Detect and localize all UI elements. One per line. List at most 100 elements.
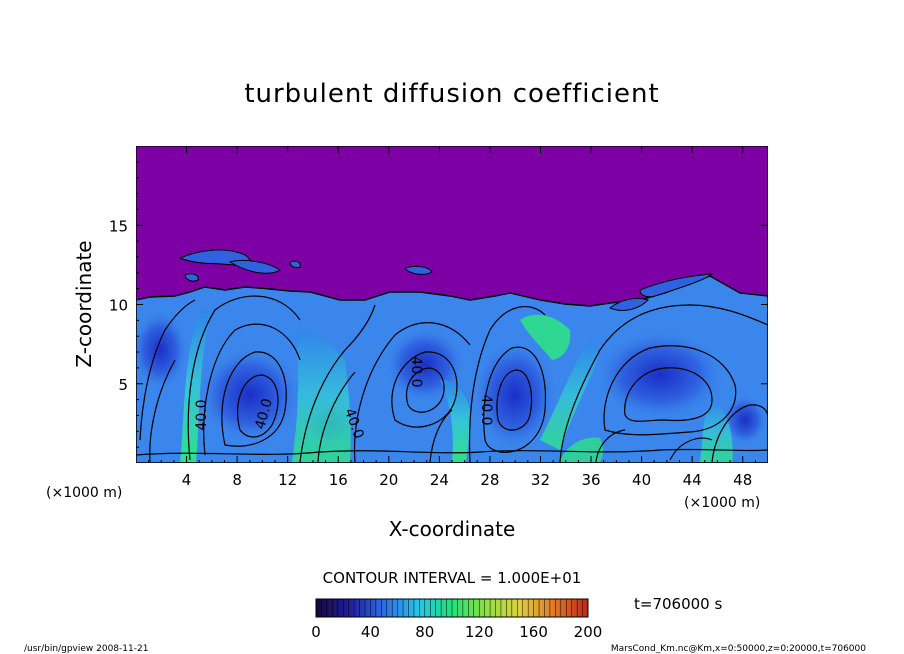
colorbar-cell	[343, 599, 347, 617]
colorbar-tick-label: 40	[361, 623, 380, 641]
colorbar-cell	[465, 599, 469, 617]
colorbar-cell	[563, 599, 567, 617]
colorbar-tick-label: 120	[465, 623, 494, 641]
colorbar-cell	[419, 599, 423, 617]
colorbar-cell	[329, 599, 333, 617]
colorbar-cell	[405, 599, 409, 617]
colorbar-cell	[495, 599, 499, 617]
colorbar-cell	[375, 599, 379, 617]
colorbar-cell	[422, 599, 426, 617]
x-tick-label: 32	[531, 471, 550, 489]
colorbar-cell	[362, 599, 366, 617]
colorbar-cell	[411, 599, 415, 617]
colorbar-cell	[394, 599, 398, 617]
colorbar-cell	[432, 599, 436, 617]
colorbar-cell	[571, 599, 575, 617]
colorbar-cell	[560, 599, 564, 617]
colorbar-cell	[408, 599, 412, 617]
colorbar-cell	[389, 599, 393, 617]
colorbar-cell	[424, 599, 428, 617]
colorbar-cell	[332, 599, 336, 617]
footer-right: MarsCond_Km.nc@Km,x=0:50000,z=0:20000,t=…	[611, 644, 866, 654]
colorbar-cell	[558, 599, 562, 617]
colorbar-cell	[367, 599, 371, 617]
colorbar-cell	[479, 599, 483, 617]
colorbar-cell	[541, 599, 545, 617]
colorbar-cell	[471, 599, 475, 617]
contour-label: 40.0	[478, 394, 494, 425]
colorbar-cell	[348, 599, 352, 617]
x-axis-ticks: 4 8 12 16 20 24 28 32 36 40 44 48	[148, 146, 756, 489]
colorbar-cell	[549, 599, 553, 617]
x-tick-label: 8	[232, 471, 242, 489]
colorbar-cell	[318, 599, 322, 617]
colorbar-cell	[503, 599, 507, 617]
colorbar-cell	[533, 599, 537, 617]
colorbar-cell	[568, 599, 572, 617]
colorbar-cell	[468, 599, 472, 617]
colorbar-cell	[492, 599, 496, 617]
colorbar-cell	[340, 599, 344, 617]
contour-interval: CONTOUR INTERVAL = 1.000E+01	[323, 569, 582, 587]
wisps	[178, 249, 714, 311]
x-axis-label: X-coordinate	[389, 517, 516, 541]
colorbar-cell	[522, 599, 526, 617]
colorbar-cell	[354, 599, 358, 617]
colorbar-cell	[582, 599, 586, 617]
colorbar-cell	[384, 599, 388, 617]
colorbar-cell	[506, 599, 510, 617]
colorbar-cell	[449, 599, 453, 617]
colorbar-cell	[337, 599, 341, 617]
colorbar-cell	[517, 599, 521, 617]
colorbar-cell	[435, 599, 439, 617]
colorbar-cell	[544, 599, 548, 617]
chart-title: turbulent diffusion coefficient	[244, 79, 659, 109]
colorbar-frame	[315, 598, 589, 618]
eddy	[595, 330, 725, 420]
x-tick-label: 20	[379, 471, 398, 489]
colorbar-tick-label: 200	[574, 623, 603, 641]
plume	[560, 437, 604, 462]
colorbar-cell	[566, 599, 570, 617]
x-unit-left: (×1000 m)	[46, 485, 122, 501]
colorbar-cell	[520, 599, 524, 617]
colorbar	[315, 599, 589, 617]
x-tick-label: 36	[581, 471, 600, 489]
colorbar-cell	[321, 599, 325, 617]
colorbar-cell	[484, 599, 488, 617]
x-tick-label: 44	[683, 471, 702, 489]
colorbar-cell	[460, 599, 464, 617]
x-tick-label: 16	[329, 471, 348, 489]
colorbar-cell	[525, 599, 529, 617]
turbulent-layer	[136, 249, 768, 463]
colorbar-cell	[579, 599, 583, 617]
colorbar-cell	[528, 599, 532, 617]
plume	[292, 330, 351, 462]
x-tick-label: 12	[278, 471, 297, 489]
colorbar-cell	[351, 599, 355, 617]
plume	[440, 379, 470, 462]
colorbar-cell	[324, 599, 328, 617]
eddy	[723, 395, 767, 445]
contour-lines	[136, 295, 768, 463]
footer-left: /usr/bin/gpview 2008-11-21	[24, 644, 148, 654]
x-unit-right: (×1000 m)	[684, 495, 760, 511]
colorbar-cell	[438, 599, 442, 617]
colorbar-cell	[326, 599, 330, 617]
colorbar-tick-label: 160	[519, 623, 548, 641]
colorbar-cell	[577, 599, 581, 617]
colorbar-cell	[400, 599, 404, 617]
colorbar-cell	[511, 599, 515, 617]
x-tick-label: 28	[480, 471, 499, 489]
colorbar-cell	[487, 599, 491, 617]
colorbar-cell	[370, 599, 374, 617]
colorbar-cell	[574, 599, 578, 617]
y-axis-label: Z-coordinate	[72, 240, 96, 367]
y-axis-ticks: 5 10 15	[109, 161, 768, 448]
colorbar-cell	[427, 599, 431, 617]
colorbar-cell	[364, 599, 368, 617]
colorbar-cell	[392, 599, 396, 617]
colorbar-cell	[386, 599, 390, 617]
colorbar-cell	[490, 599, 494, 617]
